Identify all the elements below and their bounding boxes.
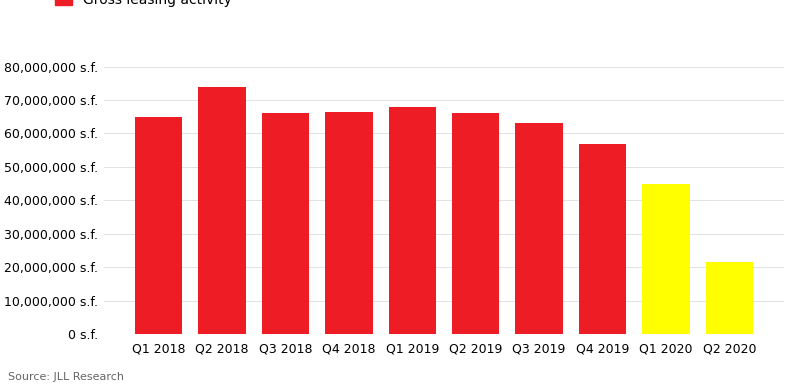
Bar [706,262,753,334]
Bar [642,184,690,334]
Bar [325,112,373,334]
Bar [389,107,436,334]
Text: Source: JLL Research: Source: JLL Research [8,372,124,382]
Bar [135,117,182,334]
Bar [198,87,246,334]
Bar [515,124,563,334]
Bar [262,113,310,334]
Bar [578,144,626,334]
Bar [452,113,499,334]
Legend: Gross leasing activity: Gross leasing activity [50,0,238,13]
